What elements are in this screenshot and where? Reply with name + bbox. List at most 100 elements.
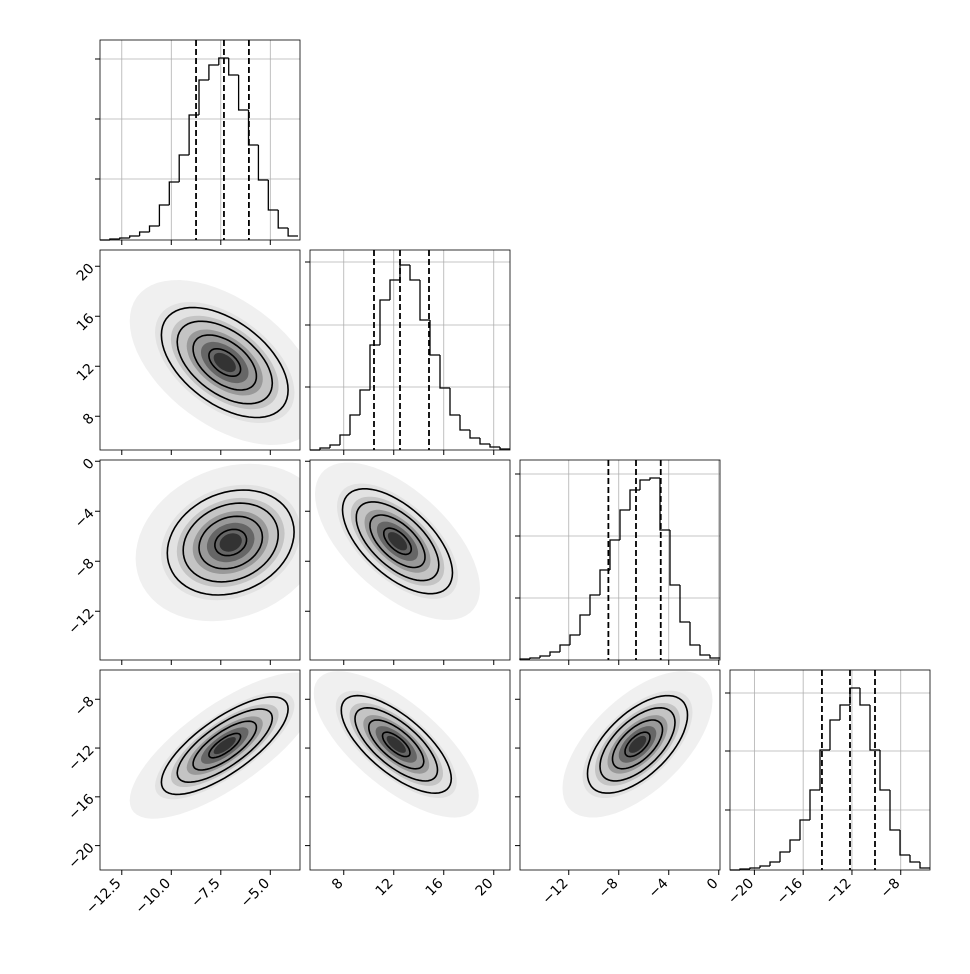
histogram-bin xyxy=(659,478,670,531)
histogram-bin xyxy=(369,344,380,390)
histogram-bin xyxy=(879,750,890,791)
density-fill xyxy=(213,352,236,373)
density-panel: −12 −8 −4 0 xyxy=(65,456,301,665)
panel-frame xyxy=(99,39,301,241)
histogram-bin xyxy=(919,862,930,869)
contour xyxy=(192,720,258,771)
density xyxy=(135,463,300,622)
histogram-bin xyxy=(168,181,180,205)
panel-frame xyxy=(99,249,301,451)
contour xyxy=(599,706,676,782)
contour xyxy=(192,334,258,391)
y-tick-label: −12 xyxy=(65,742,97,774)
x-tick-label: −12 xyxy=(823,876,855,908)
x-tick-label: −5.0 xyxy=(238,876,273,911)
x-tick-label: −16 xyxy=(774,875,806,907)
y-tick-label: 12 xyxy=(74,361,98,385)
histogram-bin xyxy=(809,789,820,820)
x-tick-label: −8 xyxy=(596,876,622,902)
contour xyxy=(341,487,454,595)
histogram-bin xyxy=(429,320,440,356)
density xyxy=(562,671,713,818)
histogram-bin xyxy=(399,264,410,280)
density-fill xyxy=(386,735,406,753)
x-tick-label: −8 xyxy=(878,876,904,902)
histogram-bin xyxy=(148,225,160,232)
histogram-bin xyxy=(679,585,690,623)
density-panel xyxy=(305,459,511,665)
histogram-bin xyxy=(359,389,370,415)
histogram-bin xyxy=(749,867,760,869)
density xyxy=(313,671,479,818)
histogram-bin xyxy=(228,58,239,76)
histogram-bin xyxy=(439,355,450,389)
histogram-bin xyxy=(669,530,680,586)
histogram-bin xyxy=(589,594,600,615)
histogram-bin xyxy=(819,749,830,790)
panel-frame xyxy=(519,669,721,871)
histogram-bin xyxy=(799,819,810,840)
histogram-bin xyxy=(779,851,790,862)
histogram-bin xyxy=(609,539,620,570)
y-tick-label: −8 xyxy=(72,694,98,720)
x-tick-label: −12.5 xyxy=(83,876,125,918)
histogram-bin xyxy=(699,645,710,656)
x-tick-label: 12 xyxy=(373,876,397,900)
contour xyxy=(355,501,440,582)
density-panel: 8 12 16 20 xyxy=(305,669,511,900)
histogram-bin xyxy=(549,651,560,656)
contour xyxy=(166,489,295,596)
histogram-bin xyxy=(709,655,720,659)
contour xyxy=(176,708,274,784)
histogram-bin xyxy=(639,479,650,490)
histogram-bin xyxy=(859,688,870,706)
y-tick-label: 8 xyxy=(80,411,98,429)
x-tick-label: −20 xyxy=(725,876,757,908)
y-tick-label: −16 xyxy=(65,791,97,823)
density-panel: 8 12 16 20 xyxy=(74,249,301,455)
histogram-bin xyxy=(379,299,390,345)
histogram-bin xyxy=(349,414,360,435)
x-tick-label: −10.0 xyxy=(132,876,174,918)
x-tick-label: −12 xyxy=(539,876,571,908)
histogram-bin xyxy=(769,861,780,866)
contour xyxy=(611,719,664,770)
contour xyxy=(381,731,411,758)
histogram-bin xyxy=(829,719,840,750)
histogram-bin xyxy=(138,231,150,236)
histogram-bin xyxy=(569,634,580,645)
histogram-bin xyxy=(889,790,900,831)
histogram-bin xyxy=(459,415,470,431)
y-tick-label: −20 xyxy=(65,840,97,872)
histogram-panel: −20 −16 −12 −8 xyxy=(725,669,931,908)
contour xyxy=(369,514,426,569)
x-tick-label: 20 xyxy=(473,876,497,900)
contour xyxy=(176,320,274,405)
histogram-bin xyxy=(789,839,800,852)
panel-frame xyxy=(99,669,301,871)
x-tick-label: −7.5 xyxy=(188,876,223,911)
histogram-bin xyxy=(188,114,200,155)
histogram-bin xyxy=(409,265,420,281)
contour xyxy=(198,515,264,570)
histogram-bin xyxy=(389,279,400,300)
histogram-bin xyxy=(287,228,299,237)
histogram-bin xyxy=(899,830,910,856)
contour xyxy=(624,731,651,758)
histogram-bin xyxy=(649,477,660,480)
histogram-bin xyxy=(198,79,209,115)
density-panel: −12.5 −10.0 −7.5 −5.0 −20 −16 −12 −8 xyxy=(65,669,301,918)
histogram-bin xyxy=(849,687,860,705)
histogram-bin xyxy=(839,704,850,720)
histogram-bin xyxy=(247,110,259,146)
contour xyxy=(382,527,413,556)
density xyxy=(315,462,480,620)
y-tick-label: −4 xyxy=(72,506,98,532)
histogram-bin xyxy=(529,657,540,659)
histogram-bin xyxy=(759,865,770,868)
x-tick-label: 8 xyxy=(329,876,347,894)
panel-frame xyxy=(519,459,721,661)
contour xyxy=(340,694,453,795)
histogram-bin xyxy=(629,489,640,510)
